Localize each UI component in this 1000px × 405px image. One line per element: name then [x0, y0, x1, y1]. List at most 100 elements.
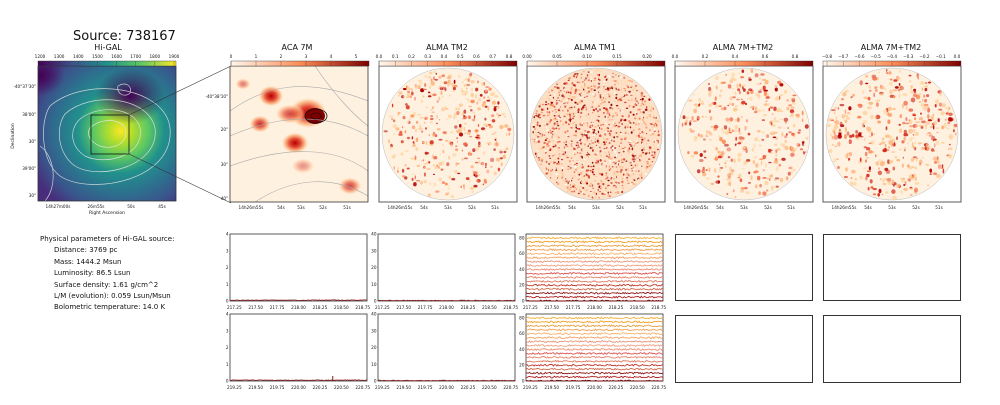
- emission-blob: [649, 135, 653, 136]
- emission-blob: [410, 114, 415, 118]
- emission-blob: [930, 116, 934, 121]
- y-tick-label: -40°37'30": [13, 84, 36, 89]
- emission-blob: [436, 100, 439, 103]
- emission-blob: [633, 179, 636, 182]
- emission-blob: [891, 179, 895, 185]
- emission-blob: [732, 189, 735, 193]
- emission-blob: [884, 88, 887, 91]
- emission-blob: [566, 113, 569, 116]
- emission-blob: [458, 132, 464, 137]
- colorbar-tick-label: 0.15: [612, 54, 622, 59]
- emission-blob: [896, 183, 900, 188]
- emission-blob: [875, 99, 880, 102]
- emission-blob: [617, 107, 620, 110]
- emission-blob: [603, 80, 606, 83]
- emission-blob: [573, 183, 576, 186]
- emission-blob: [468, 115, 471, 119]
- emission-blob: [918, 117, 924, 121]
- emission-blob: [801, 118, 804, 123]
- emission-blob: [653, 130, 656, 132]
- emission-blob: [535, 132, 538, 134]
- emission-blob: [570, 126, 573, 129]
- emission-blob: [616, 153, 618, 155]
- emission-blob: [422, 88, 427, 91]
- emission-blob: [538, 125, 541, 127]
- emission-blob: [920, 103, 925, 107]
- emission-blob: [546, 107, 549, 110]
- emission-blob: [617, 173, 620, 177]
- y-tick-label: 40: [371, 312, 377, 317]
- emission-blob: [708, 130, 711, 135]
- emission-blob: [593, 191, 596, 194]
- emission-blob: [803, 152, 805, 155]
- emission-blob: [583, 158, 586, 160]
- emission-blob: [619, 126, 621, 128]
- emission-blob: [421, 159, 424, 162]
- emission-blob: [456, 137, 459, 140]
- spectrum-line: [525, 347, 664, 352]
- emission-blob: [430, 117, 434, 121]
- emission-blob: [903, 187, 908, 192]
- emission-blob: [952, 129, 955, 133]
- emission-blob: [599, 94, 602, 96]
- colorbar-tick-label: 4: [330, 54, 333, 59]
- physical-parameters: Physical parameters of Hi-GAL source: Di…: [40, 234, 174, 314]
- emission-blob: [422, 159, 425, 162]
- emission-blob: [551, 104, 555, 107]
- emission-blob: [598, 86, 601, 88]
- emission-blob: [770, 151, 773, 154]
- emission-blob: [590, 88, 593, 90]
- emission-blob: [775, 149, 778, 153]
- emission-blob: [846, 131, 850, 136]
- emission-blob: [443, 81, 448, 85]
- emission-blob: [555, 167, 557, 170]
- emission-blob: [429, 121, 433, 124]
- emission-blob: [887, 106, 892, 111]
- emission-blob: [603, 86, 605, 88]
- emission-blob: [923, 85, 929, 88]
- emission-blob: [430, 78, 433, 82]
- emission-blob: [603, 143, 606, 146]
- emission-blob: [459, 103, 464, 107]
- emission-blob: [491, 119, 496, 123]
- x-tick-label: 52s: [912, 205, 920, 210]
- emission-blob: [779, 118, 783, 121]
- emission-blob: [541, 133, 544, 137]
- emission-blob: [765, 162, 767, 168]
- emission-blob: [578, 100, 582, 104]
- emission-blob: [471, 191, 475, 193]
- emission-blob: [625, 107, 629, 109]
- emission-blob: [591, 134, 594, 137]
- emission-blob: [729, 117, 734, 122]
- emission-blob: [611, 166, 614, 168]
- colorbar-tick-label: 3: [305, 54, 308, 59]
- emission-blob: [431, 154, 434, 159]
- emission-blob: [587, 71, 590, 73]
- emission-blob: [583, 147, 585, 149]
- emission-blob: [754, 73, 759, 78]
- colorbar-tick-label: 0.8: [792, 54, 799, 59]
- emission-blob: [557, 169, 560, 172]
- emission-blob: [891, 151, 896, 153]
- emission-blob: [545, 167, 547, 169]
- emission-blob: [608, 195, 611, 198]
- emission-blob: [561, 164, 564, 167]
- colorbar-tick-label: 1200: [35, 54, 46, 59]
- emission-blob: [402, 87, 407, 91]
- emission-blob: [461, 93, 465, 96]
- emission-blob: [759, 77, 761, 80]
- colorbar-tick-label: 5: [355, 54, 358, 59]
- emission-blob: [401, 126, 404, 129]
- emission-blob: [590, 75, 592, 78]
- emission-blob: [621, 115, 624, 117]
- emission-blob: [600, 124, 602, 126]
- emission-blob: [582, 184, 585, 187]
- emission-blob: [614, 185, 616, 187]
- emission-blob: [550, 161, 552, 163]
- emission-blob: [864, 151, 868, 157]
- emission-blob: [434, 78, 439, 81]
- emission-blob: [628, 140, 632, 143]
- emission-blob: [583, 88, 585, 91]
- emission-blob: [608, 192, 611, 195]
